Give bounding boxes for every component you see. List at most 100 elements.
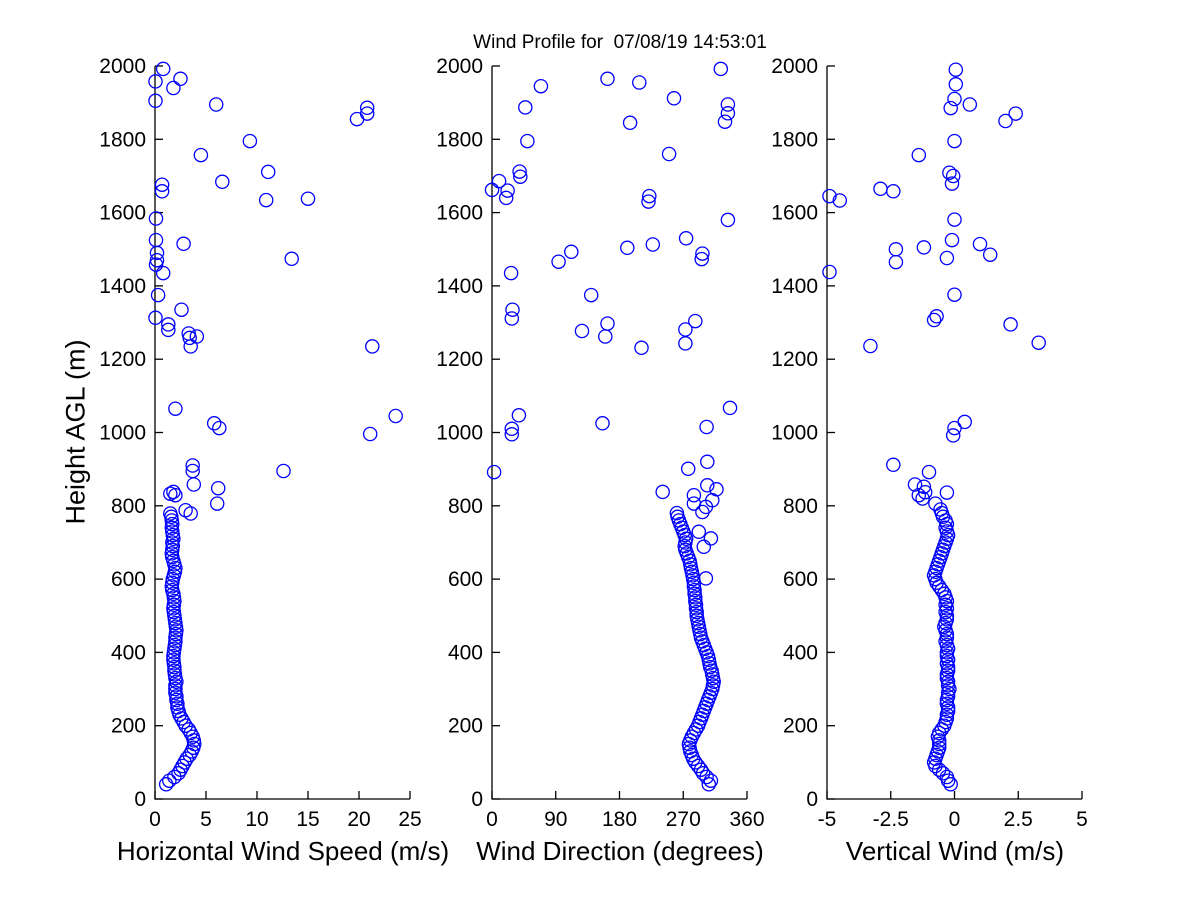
scatter-point	[698, 571, 714, 586]
scatter-point	[1003, 317, 1018, 332]
scatter-point	[696, 539, 712, 555]
scatter-point	[518, 100, 533, 115]
scatter-point	[511, 408, 527, 423]
scatter-point	[948, 62, 964, 77]
y-tick-label: 600	[111, 568, 146, 591]
y-axis-label: Height AGL (m)	[60, 339, 91, 525]
scatter-series	[822, 62, 1046, 792]
y-tick-label: 1600	[436, 202, 483, 225]
scatter-point	[945, 428, 961, 443]
scatter-point	[939, 670, 955, 686]
y-tick-label: 0	[134, 788, 146, 811]
scatter-point	[947, 212, 962, 227]
scatter-point	[166, 80, 181, 96]
scatter-point	[917, 484, 933, 500]
scatter-point	[491, 173, 507, 189]
y-tick-label: 1200	[771, 348, 818, 371]
scatter-point	[193, 147, 209, 163]
scatter-point	[171, 766, 186, 781]
scatter-point	[873, 181, 888, 197]
scatter-point	[935, 766, 951, 781]
scatter-point	[720, 212, 736, 228]
scatter-point	[359, 106, 375, 121]
scatter-point	[642, 188, 657, 204]
scatter-point	[177, 755, 192, 770]
y-tick-label: 1000	[436, 422, 483, 445]
scatter-point	[148, 74, 163, 89]
y-tick-label: 200	[783, 715, 818, 738]
scatter-point	[161, 322, 176, 338]
scatter-point	[551, 254, 566, 269]
scatter-point	[688, 601, 704, 616]
scatter-point	[622, 115, 638, 131]
x-tick-label: 270	[666, 808, 701, 831]
scatter-point	[242, 133, 258, 149]
scatter-point	[888, 254, 904, 270]
scatter-point	[212, 420, 227, 436]
scatter-point	[962, 97, 978, 112]
scatter-point	[600, 316, 615, 331]
subplot-1: 0 200 400 600 800 1000 1200 1400 1600 1800 2000 0 90…	[436, 55, 764, 831]
y-tick-label: 2000	[99, 55, 146, 78]
scatter-point	[169, 692, 184, 708]
scatter-point	[931, 725, 947, 741]
x-tick-label: 90	[544, 808, 567, 831]
scatter-point	[699, 769, 714, 785]
scatter-point	[693, 762, 709, 777]
scatter-point	[700, 454, 715, 470]
scatter-point	[149, 252, 165, 268]
y-tick-label: 800	[448, 495, 483, 518]
scatter-point	[168, 634, 183, 649]
x-tick-label: 0	[149, 808, 161, 831]
scatter-point	[148, 310, 163, 326]
scatter-point	[666, 91, 682, 106]
scatter-point	[503, 265, 519, 281]
x-tick-label: 0	[949, 808, 961, 831]
scatter-point	[564, 244, 579, 260]
scatter-point	[943, 777, 958, 792]
scatter-point	[641, 194, 656, 209]
scatter-point	[939, 711, 955, 726]
scatter-point	[911, 147, 927, 163]
scatter-point	[500, 183, 515, 198]
x-axis-label-horizontal-wind-speed: Horizontal Wind Speed (m/s)	[116, 836, 450, 866]
scatter-point	[709, 482, 724, 497]
y-tick-label: 1800	[436, 128, 483, 151]
y-tick-label: 600	[448, 568, 483, 591]
scatter-point	[181, 326, 196, 341]
x-tick-label: 20	[347, 808, 370, 831]
scatter-point	[520, 133, 535, 149]
scatter-point	[939, 612, 955, 627]
scatter-point	[163, 506, 178, 521]
scatter-point	[944, 232, 960, 248]
scatter-point	[185, 463, 200, 479]
x-tick-label: 360	[729, 808, 764, 831]
scatter-point	[148, 232, 164, 248]
y-tick-label: 1400	[99, 275, 146, 298]
scatter-point	[163, 486, 178, 501]
axis-lines	[491, 66, 747, 800]
x-tick-label: 5	[200, 808, 212, 831]
y-tick-label: 1200	[99, 348, 146, 371]
scatter-point	[921, 464, 937, 480]
scatter-point	[686, 579, 702, 594]
scatter-point	[583, 287, 599, 303]
scatter-point	[713, 61, 729, 77]
scatter-point	[689, 608, 704, 624]
scatter-point	[504, 427, 520, 442]
x-tick-label: 15	[296, 808, 319, 831]
scatter-point	[215, 174, 230, 190]
scatter-point	[722, 400, 738, 416]
scatter-point	[688, 593, 703, 609]
x-tick-label: 180	[602, 808, 637, 831]
scatter-point	[504, 421, 520, 437]
scatter-point	[939, 630, 955, 645]
scatter-point	[940, 678, 956, 693]
scatter-point	[209, 496, 225, 511]
x-axis-label-vertical-wind: Vertical Wind (m/s)	[845, 836, 1065, 866]
scatter-point	[678, 336, 693, 351]
y-tick-label: 400	[783, 641, 818, 664]
scatter-point	[620, 240, 635, 256]
